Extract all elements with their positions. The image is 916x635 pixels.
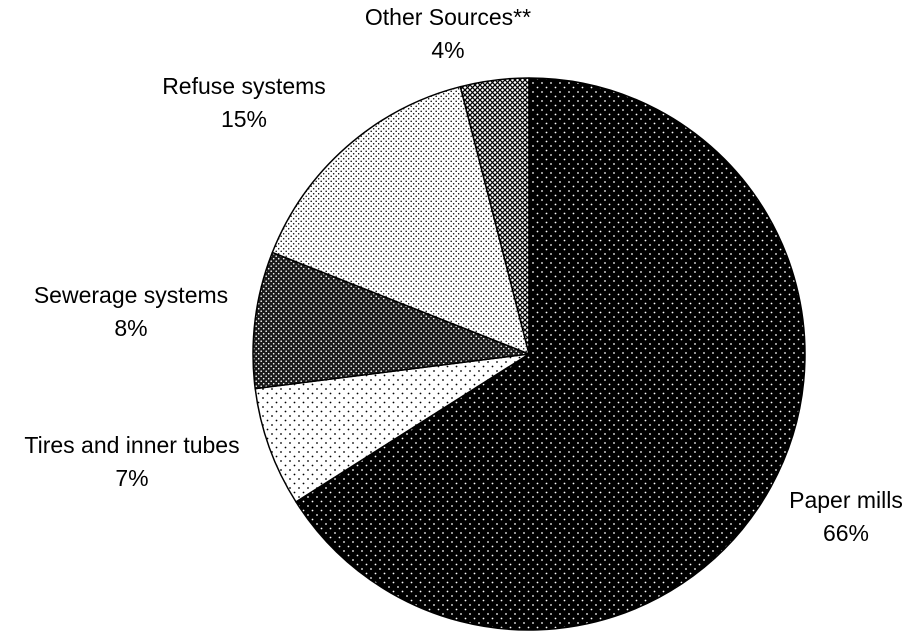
label-tires-value: 7% bbox=[115, 465, 148, 491]
pie-slice-sewerage-systems bbox=[252, 251, 530, 390]
pie-labels: Paper mills 66% Tires and inner tubes 7%… bbox=[24, 4, 902, 546]
pie-slices bbox=[252, 77, 806, 631]
pie-slice-paper-mills bbox=[295, 77, 806, 631]
label-tires-name: Tires and inner tubes bbox=[24, 432, 239, 458]
label-other-value: 4% bbox=[431, 37, 464, 63]
label-sewerage-value: 8% bbox=[114, 315, 147, 341]
label-refuse-value: 15% bbox=[221, 106, 267, 132]
label-paper-mills-name: Paper mills bbox=[789, 487, 903, 513]
label-paper-mills-value: 66% bbox=[823, 520, 869, 546]
pie-slice-refuse-systems bbox=[271, 85, 530, 355]
pie-slice-other-sources bbox=[459, 77, 530, 355]
label-sewerage-name: Sewerage systems bbox=[34, 282, 228, 308]
label-refuse-name: Refuse systems bbox=[162, 73, 326, 99]
label-other-name: Other Sources** bbox=[365, 4, 531, 30]
pie-slice-tires-and-inner-tubes bbox=[254, 353, 530, 503]
